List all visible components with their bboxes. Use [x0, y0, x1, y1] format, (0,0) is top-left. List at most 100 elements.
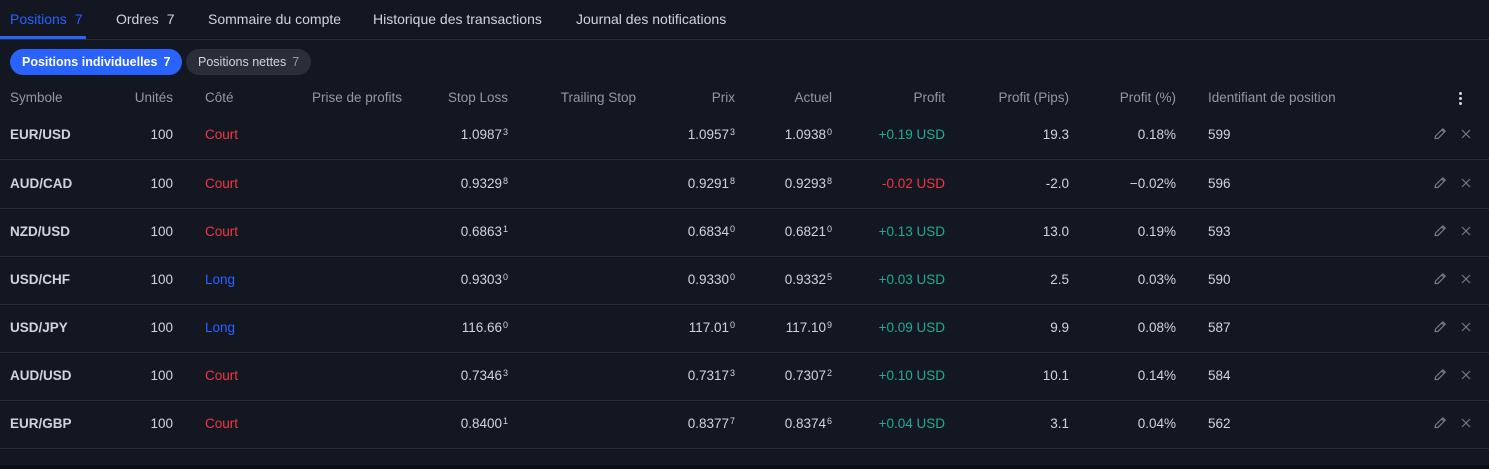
stop-loss-pipette: 1 [502, 416, 508, 426]
table-row[interactable]: EUR/USD 100 Court 1.09873 1.09573 1.09380 +0.1… [0, 111, 1489, 160]
column-header-side[interactable]: Côté [205, 90, 234, 105]
pencil-icon[interactable] [1432, 126, 1448, 142]
profit-cell: +0.13 USD [878, 224, 945, 239]
account-tabs: Positions 7 Ordres 7 Sommaire du compte Hi… [0, 0, 1489, 40]
current-price-pipette: 5 [826, 272, 832, 282]
close-icon[interactable] [1458, 175, 1474, 191]
panel-bottom-edge [0, 465, 1489, 469]
price-pipette: 0 [729, 224, 735, 234]
table-row[interactable]: USD/CHF 100 Long 0.93030 0.93300 0.93325 +0.03… [0, 256, 1489, 305]
column-header-stop-loss[interactable]: Stop Loss [447, 90, 508, 105]
subtab-label: Positions individuelles [22, 55, 158, 69]
table-row[interactable]: USD/JPY 100 Long 116.660 117.010 117.109 +0.09… [0, 304, 1489, 353]
profit-pips-cell: 3.1 [1050, 416, 1069, 431]
profit-pips-cell: 13.0 [1042, 224, 1069, 239]
subtab-net-positions[interactable]: Positions nettes 7 [186, 49, 312, 75]
price-pipette: 3 [729, 368, 735, 378]
symbol-cell[interactable]: AUD/CAD [10, 176, 73, 191]
stop-loss-cell[interactable]: 116.660 [408, 320, 508, 335]
current-price-pipette: 6 [826, 416, 832, 426]
column-header-trailing-stop[interactable]: Trailing Stop [560, 90, 636, 105]
price-value: 117.01 [688, 320, 729, 335]
profit-cell: +0.19 USD [878, 127, 945, 142]
pencil-icon[interactable] [1432, 271, 1448, 287]
position-id-cell: 590 [1208, 272, 1231, 287]
tab-notifications-log[interactable]: Journal des notifications [576, 11, 726, 27]
position-id-cell: 562 [1208, 416, 1231, 431]
tab-orders[interactable]: Ordres 7 [116, 11, 175, 27]
units-cell: 100 [150, 224, 173, 239]
column-header-current[interactable]: Actuel [794, 90, 832, 105]
stop-loss-cell[interactable]: 0.93030 [408, 272, 508, 287]
price-value: 0.6834 [687, 224, 729, 239]
position-id-cell: 587 [1208, 320, 1231, 335]
stop-loss-cell[interactable]: 0.84001 [408, 416, 508, 431]
tab-label: Journal des notifications [576, 11, 727, 27]
close-icon[interactable] [1458, 271, 1474, 287]
stop-loss-cell[interactable]: 0.93298 [408, 176, 508, 191]
current-price-cell: 0.73072 [732, 368, 832, 383]
tab-transaction-history[interactable]: Historique des transactions [373, 11, 542, 27]
column-header-profit[interactable]: Profit [913, 90, 945, 105]
tab-label: Sommaire du compte [208, 11, 342, 27]
column-header-price[interactable]: Prix [711, 90, 735, 105]
price-pipette: 0 [729, 272, 735, 282]
close-icon[interactable] [1458, 223, 1474, 239]
kebab-menu-icon[interactable] [1455, 91, 1465, 107]
column-header-profit-pct[interactable]: Profit (%) [1119, 90, 1176, 105]
profit-pips-cell: 19.3 [1042, 127, 1069, 142]
price-cell: 1.09573 [635, 127, 735, 142]
table-row[interactable]: AUD/USD 100 Court 0.73463 0.73173 0.73072 +0.1… [0, 352, 1489, 401]
current-price-cell: 0.92938 [732, 176, 832, 191]
current-price-pipette: 9 [826, 320, 832, 330]
symbol-cell[interactable]: USD/CHF [10, 272, 70, 287]
table-row[interactable]: EUR/GBP 100 Court 0.84001 0.83777 0.83746 +0.0… [0, 400, 1489, 449]
subtab-individual-positions[interactable]: Positions individuelles 7 [10, 49, 183, 75]
tab-positions[interactable]: Positions 7 [10, 11, 83, 27]
pencil-icon[interactable] [1432, 415, 1448, 431]
symbol-cell[interactable]: NZD/USD [10, 224, 70, 239]
stop-loss-cell[interactable]: 1.09873 [408, 127, 508, 142]
symbol-cell[interactable]: AUD/USD [10, 368, 72, 383]
profit-cell: -0.02 USD [881, 176, 945, 191]
symbol-cell[interactable]: EUR/USD [10, 127, 71, 142]
pencil-icon[interactable] [1432, 175, 1448, 191]
stop-loss-pipette: 0 [502, 320, 508, 330]
profit-cell: +0.10 USD [878, 368, 945, 383]
symbol-cell[interactable]: EUR/GBP [10, 416, 72, 431]
close-icon[interactable] [1458, 126, 1474, 142]
tab-count: 7 [74, 11, 83, 27]
close-icon[interactable] [1458, 367, 1474, 383]
stop-loss-cell[interactable]: 0.68631 [408, 224, 508, 239]
column-header-position-id[interactable]: Identifiant de position [1208, 90, 1336, 105]
price-cell: 0.93300 [635, 272, 735, 287]
column-header-take-profit[interactable]: Prise de profits [311, 90, 402, 105]
position-id-cell: 593 [1208, 224, 1231, 239]
current-price-pipette: 8 [826, 176, 832, 186]
price-cell: 0.92918 [635, 176, 735, 191]
price-value: 0.7317 [687, 368, 729, 383]
profit-pct-cell: 0.14% [1137, 368, 1176, 383]
price-pipette: 3 [729, 127, 735, 137]
column-header-profit-pips[interactable]: Profit (Pips) [998, 90, 1069, 105]
column-header-symbol[interactable]: Symbole [10, 90, 63, 105]
table-row[interactable]: AUD/CAD 100 Court 0.93298 0.92918 0.92938 -0.0… [0, 160, 1489, 209]
pencil-icon[interactable] [1432, 367, 1448, 383]
tab-account-summary[interactable]: Sommaire du compte [208, 11, 341, 27]
tab-count: 7 [166, 11, 175, 27]
units-cell: 100 [150, 320, 173, 335]
pencil-icon[interactable] [1432, 319, 1448, 335]
pencil-icon[interactable] [1432, 223, 1448, 239]
column-header-units[interactable]: Unités [134, 90, 173, 105]
close-icon[interactable] [1458, 415, 1474, 431]
close-icon[interactable] [1458, 319, 1474, 335]
position-id-cell: 596 [1208, 176, 1231, 191]
profit-cell: +0.09 USD [878, 320, 945, 335]
stop-loss-cell[interactable]: 0.73463 [408, 368, 508, 383]
price-value: 0.8377 [687, 416, 729, 431]
side-cell: Court [205, 368, 239, 383]
table-row[interactable]: NZD/USD 100 Court 0.68631 0.68340 0.68210 +0.1… [0, 208, 1489, 257]
stop-loss-value: 116.66 [461, 320, 502, 335]
symbol-cell[interactable]: USD/JPY [10, 320, 68, 335]
position-id-cell: 599 [1208, 127, 1231, 142]
